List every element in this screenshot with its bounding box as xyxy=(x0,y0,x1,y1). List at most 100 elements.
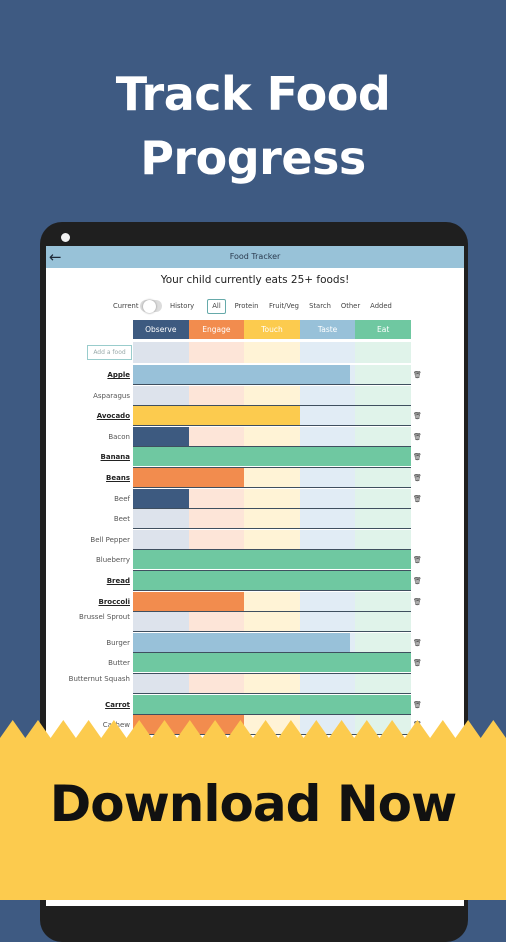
stage-cell[interactable] xyxy=(133,674,189,694)
progress-bar[interactable] xyxy=(133,591,245,611)
stage-cell[interactable] xyxy=(188,674,245,694)
progress-bar[interactable] xyxy=(133,488,189,508)
filter-fruit-veg[interactable]: Fruit/Veg xyxy=(269,302,299,310)
stage-cell[interactable] xyxy=(244,509,300,529)
stage-cell[interactable] xyxy=(299,509,356,529)
trash-icon[interactable]: 🗑 xyxy=(413,494,422,503)
stage-cell[interactable] xyxy=(188,426,245,446)
trash-icon[interactable]: 🗑 xyxy=(413,453,422,462)
food-name[interactable]: Carrot xyxy=(105,700,130,709)
progress-bar[interactable] xyxy=(133,406,300,426)
row-divider xyxy=(133,487,411,489)
stage-cell[interactable] xyxy=(244,426,300,446)
food-name[interactable]: Beans xyxy=(106,474,130,482)
food-name[interactable]: Butter xyxy=(108,659,130,668)
progress-bar[interactable] xyxy=(133,426,189,446)
trash-icon[interactable]: 🗑 xyxy=(413,412,422,421)
food-name[interactable]: Beef xyxy=(114,494,130,503)
trash-icon[interactable]: 🗑 xyxy=(413,577,422,585)
food-name[interactable]: Apple xyxy=(107,371,130,379)
stage-cell[interactable] xyxy=(355,674,411,694)
stage-cell[interactable] xyxy=(355,591,411,611)
filter-other[interactable]: Other xyxy=(340,302,361,310)
stage-cell[interactable] xyxy=(299,385,356,405)
stage-cell[interactable] xyxy=(355,632,411,652)
add-food-input[interactable]: Add a food xyxy=(87,345,132,360)
food-name[interactable]: Banana xyxy=(100,453,130,462)
stage-cell[interactable] xyxy=(244,385,300,405)
stage-cell[interactable] xyxy=(299,468,356,488)
progress-bar[interactable] xyxy=(133,468,245,488)
stage-cell[interactable] xyxy=(355,529,411,549)
stage-cell[interactable] xyxy=(355,488,411,508)
stage-cell[interactable] xyxy=(133,385,189,405)
stage-cell[interactable] xyxy=(299,488,356,508)
stage-cell[interactable] xyxy=(133,529,189,549)
stage-cell[interactable] xyxy=(355,612,411,632)
stage-cell[interactable] xyxy=(188,342,245,363)
stage-cell[interactable] xyxy=(244,529,300,549)
trash-icon[interactable]: 🗑 xyxy=(413,556,422,565)
stage-cell[interactable] xyxy=(244,612,300,632)
stage-cell[interactable] xyxy=(355,406,411,426)
stage-cell[interactable] xyxy=(299,612,356,632)
trash-icon[interactable]: 🗑 xyxy=(413,638,422,647)
progress-bar[interactable] xyxy=(133,632,350,652)
food-name[interactable]: Blueberry xyxy=(95,556,130,565)
stage-cell[interactable] xyxy=(244,591,300,611)
filter-starch[interactable]: Starch xyxy=(309,302,331,310)
filter-protein[interactable]: Protein xyxy=(234,302,259,310)
progress-bar[interactable] xyxy=(133,550,411,570)
stage-cell[interactable] xyxy=(299,406,356,426)
stage-cell[interactable] xyxy=(244,468,300,488)
stage-cell[interactable] xyxy=(244,342,300,363)
trash-icon[interactable]: 🗑 xyxy=(413,597,422,606)
stage-cell[interactable] xyxy=(355,365,411,385)
stage-cell[interactable] xyxy=(244,488,300,508)
download-now-button[interactable]: Download Now xyxy=(49,775,457,833)
stage-cell[interactable] xyxy=(355,342,411,363)
stage-cell[interactable] xyxy=(188,509,245,529)
stage-cell[interactable] xyxy=(299,342,356,363)
food-name[interactable]: Avocado xyxy=(96,412,130,421)
progress-bar[interactable] xyxy=(133,365,350,385)
stage-cell[interactable] xyxy=(299,674,356,694)
toggle-knob[interactable] xyxy=(143,300,156,313)
stage-cell[interactable] xyxy=(188,385,245,405)
food-name[interactable]: Bacon xyxy=(108,432,130,441)
stage-cell[interactable] xyxy=(355,468,411,488)
trash-icon[interactable]: 🗑 xyxy=(413,371,422,379)
food-name[interactable]: Asparagus xyxy=(93,391,130,400)
food-name[interactable]: Beet xyxy=(113,515,130,524)
food-name[interactable]: Broccoli xyxy=(98,597,130,606)
progress-bar[interactable] xyxy=(133,447,411,467)
stage-cell[interactable] xyxy=(355,509,411,529)
progress-bar[interactable] xyxy=(133,653,411,673)
stage-cell[interactable] xyxy=(299,426,356,446)
arrow-left-icon[interactable]: ← xyxy=(49,248,62,266)
food-name[interactable]: Butternut Squash xyxy=(68,675,130,683)
trash-icon[interactable]: 🗑 xyxy=(413,659,422,668)
stage-cell[interactable] xyxy=(299,591,356,611)
stage-cell[interactable] xyxy=(133,509,189,529)
stage-cell[interactable] xyxy=(188,612,245,632)
stage-cell[interactable] xyxy=(355,426,411,446)
food-name[interactable]: Burger xyxy=(106,638,130,647)
filter-added[interactable]: Added xyxy=(370,302,392,310)
trash-icon[interactable]: 🗑 xyxy=(413,474,422,482)
stage-cell[interactable] xyxy=(133,342,189,363)
filter-all[interactable]: All xyxy=(207,299,226,314)
stage-cell[interactable] xyxy=(133,612,189,632)
stage-cell[interactable] xyxy=(299,529,356,549)
food-name[interactable]: Bell Pepper xyxy=(90,535,130,544)
trash-icon[interactable]: 🗑 xyxy=(413,700,422,709)
stage-cell[interactable] xyxy=(355,385,411,405)
stage-cell[interactable] xyxy=(188,488,245,508)
stage-cell[interactable] xyxy=(244,674,300,694)
stage-cell[interactable] xyxy=(188,529,245,549)
progress-bar[interactable] xyxy=(133,694,411,714)
progress-bar[interactable] xyxy=(133,571,411,591)
trash-icon[interactable]: 🗑 xyxy=(413,432,422,441)
food-name[interactable]: Brussel Sprout xyxy=(79,613,130,622)
food-name[interactable]: Bread xyxy=(106,577,130,585)
